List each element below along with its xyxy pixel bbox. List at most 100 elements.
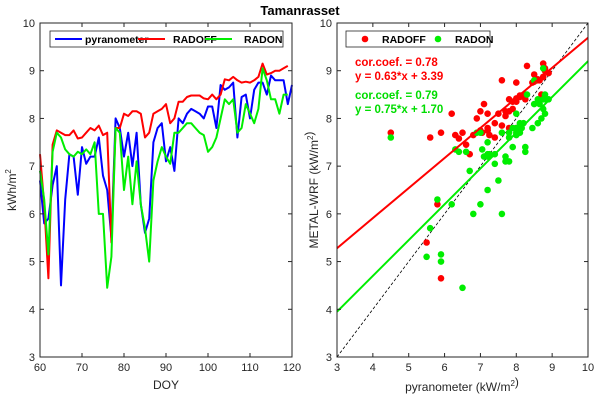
scatter-point-radon bbox=[459, 284, 466, 292]
fit-line-radon bbox=[336, 60, 589, 313]
right-legend: RADOFF RADON bbox=[345, 30, 494, 48]
scatter-point-radon bbox=[498, 210, 506, 218]
scatter-point-radon bbox=[478, 146, 486, 153]
legend-marker-radoff bbox=[361, 35, 369, 43]
scatter-point-radoff bbox=[491, 119, 499, 127]
left-plot-area bbox=[40, 23, 292, 357]
right-x-axis-label: pyranometer (kW/m2) bbox=[405, 375, 519, 394]
scatter-point-radon bbox=[477, 201, 484, 208]
radoff-fit-annotation: y = 0.63*x + 3.39 bbox=[355, 71, 443, 83]
legend-label-radon: RADON bbox=[244, 34, 283, 46]
scatter-point-radoff bbox=[437, 275, 445, 282]
scatter-point-radon bbox=[539, 65, 547, 72]
legend-label-radoff: RADOFF bbox=[173, 34, 217, 46]
legend-label-radoff: RADOFF bbox=[382, 34, 426, 46]
scatter-point-radon bbox=[536, 100, 543, 108]
scatter-point-radon bbox=[473, 129, 481, 136]
right-y-tick-label: 5 bbox=[326, 257, 332, 269]
left-y-tick-label: 5 bbox=[29, 257, 35, 269]
right-plot-area bbox=[337, 23, 588, 357]
scatter-point-radon bbox=[434, 196, 441, 203]
scatter-point-radon bbox=[484, 139, 491, 146]
series-line-radoff bbox=[39, 62, 289, 280]
scatter-point-radoff bbox=[513, 79, 520, 86]
scatter-point-radoff bbox=[498, 77, 506, 84]
left-y-tick-label: 6 bbox=[29, 209, 35, 221]
scatter-point-radon bbox=[541, 110, 549, 117]
scatter-point-radon bbox=[541, 91, 549, 98]
right-x-tick-label: 4 bbox=[370, 362, 376, 374]
scatter-point-radoff bbox=[480, 100, 488, 108]
right-x-tick-label: 3 bbox=[334, 362, 340, 374]
legend-label-radon: RADON bbox=[455, 34, 494, 46]
scatter-point-radon bbox=[387, 134, 395, 141]
scatter-point-radon bbox=[523, 91, 531, 98]
right-x-tick-label: 7 bbox=[477, 362, 483, 374]
scatter-point-radoff bbox=[484, 127, 491, 134]
left-y-tick-label: 8 bbox=[29, 113, 35, 125]
right-y-tick-label: 9 bbox=[326, 66, 332, 78]
legend-marker-radon bbox=[434, 35, 442, 43]
scatter-point-radon bbox=[455, 148, 463, 156]
right-y-tick-label: 3 bbox=[326, 352, 332, 364]
scatter-point-radon bbox=[529, 124, 536, 132]
right-y-axis-label: METAL-WRF (kW/m2) bbox=[302, 132, 321, 249]
series-line-radon bbox=[39, 67, 288, 289]
scatter-point-radon bbox=[495, 177, 502, 184]
left-y-tick-label: 4 bbox=[29, 304, 35, 316]
scatter-point-radon bbox=[509, 124, 516, 132]
scatter-point-radoff bbox=[387, 129, 395, 136]
right-x-tick-label: 5 bbox=[406, 362, 412, 374]
scatter-point-radon bbox=[437, 251, 445, 258]
scatter-point-radon bbox=[534, 119, 542, 127]
scatter-point-radon bbox=[505, 129, 513, 136]
scatter-point-radon bbox=[448, 201, 456, 208]
left-y-tick-label: 7 bbox=[29, 161, 35, 173]
scatter-point-radoff bbox=[523, 62, 531, 70]
scatter-point-radoff bbox=[502, 112, 509, 120]
scatter-point-radoff bbox=[423, 239, 430, 246]
left-y-tick-label: 10 bbox=[23, 18, 35, 30]
right-y-tick-label: 4 bbox=[326, 304, 332, 316]
scatter-point-radoff bbox=[530, 71, 538, 78]
scatter-point-radon bbox=[470, 210, 477, 218]
scatter-point-radoff bbox=[462, 141, 470, 148]
left-legend-box bbox=[49, 30, 284, 48]
scatter-point-radoff bbox=[509, 105, 516, 113]
left-x-tick-label: 110 bbox=[241, 362, 259, 374]
scatter-point-radoff bbox=[455, 135, 463, 142]
time-series-axes: DOY kWh/m2 pyranometer RADOFF RADON 60 70 80 9… bbox=[4, 18, 301, 392]
scatter-point-radoff bbox=[498, 122, 506, 129]
left-x-axis-label: DOY bbox=[153, 378, 179, 392]
scatter-point-radoff bbox=[434, 201, 441, 208]
scatter-point-radon bbox=[502, 153, 509, 160]
radon-fit-annotation: y = 0.75*x + 1.70 bbox=[355, 104, 443, 116]
scatter-point-radon bbox=[522, 148, 529, 156]
right-y-tick-label: 10 bbox=[320, 18, 332, 30]
right-y-tick-label: 8 bbox=[326, 113, 332, 125]
scatter-point-radoff bbox=[477, 108, 484, 115]
scatter-point-radoff bbox=[484, 110, 491, 117]
scatter-point-radon bbox=[426, 224, 434, 232]
scatter-point-radon bbox=[513, 110, 520, 117]
left-legend: pyranometer RADOFF RADON bbox=[49, 30, 284, 48]
left-x-tick-label: 70 bbox=[76, 362, 88, 374]
scatter-point-radon bbox=[423, 253, 430, 261]
scatter-point-radon bbox=[462, 148, 470, 156]
scatter-point-radon bbox=[505, 158, 513, 165]
scatter-point-radoff bbox=[459, 129, 466, 136]
right-x-tick-label: 6 bbox=[442, 362, 448, 374]
scatter-point-radon bbox=[480, 153, 488, 160]
right-y-tick-label: 6 bbox=[326, 209, 332, 221]
right-legend-box bbox=[345, 30, 491, 48]
left-x-tick-label: 80 bbox=[118, 362, 130, 374]
figure-title: Tamanrasset bbox=[260, 3, 340, 18]
scatter-point-radon bbox=[509, 143, 516, 151]
scatter-point-radoff bbox=[426, 134, 434, 141]
fit-line-radoff bbox=[336, 37, 589, 249]
right-y-tick-label: 7 bbox=[326, 161, 332, 173]
scatter-point-radon bbox=[498, 129, 506, 136]
radoff-corcoef-annotation: cor.coef. = 0.78 bbox=[355, 57, 438, 69]
left-y-tick-label: 9 bbox=[29, 66, 35, 78]
scatter-point-radon bbox=[491, 160, 499, 168]
